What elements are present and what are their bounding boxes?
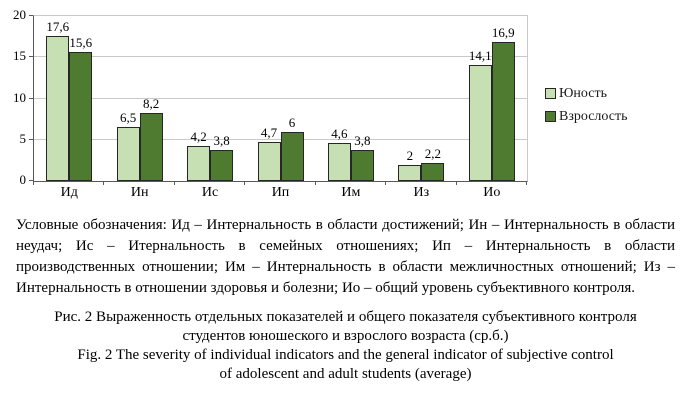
y-axis-tick-label: 15 [13,48,26,64]
bar-youth [398,164,422,181]
caption-line-ru-1: Рис. 2 Выраженность отдельных показателе… [54,309,637,325]
bar-adult [69,52,93,181]
legend-label: Взрослость [559,109,628,124]
chart-legend: Юность Взрослость [545,86,627,124]
x-axis-category-label: Ин [130,185,149,200]
legend-item: Юность [545,86,627,101]
caption-line-ru-2: студентов юношеского и взрослого возраст… [182,328,509,344]
bar-value-label: 17,6 [46,18,70,34]
bar-value-label: 3,8 [354,132,371,148]
x-axis-tick-mark [33,181,34,185]
bar-value-label: 2,2 [424,145,441,161]
bar-chart: 17,6 15,6 Ид 6,5 8,2 Ин 4,2 3,8 Ис 4,7 6 Ип 4,6 3,8 Им… [0,0,691,206]
bar-value-label: 2 [406,147,414,163]
x-axis-tick-mark [526,181,527,185]
legend-swatch [545,111,556,122]
bar-adult [280,131,304,181]
y-axis-tick-label: 20 [13,7,26,22]
bar-value-label: 6 [288,114,296,130]
x-axis-category-label: Им [341,185,361,200]
bar-adult [210,149,234,181]
legend-swatch [545,88,556,99]
x-axis-tick-mark [314,181,316,185]
y-axis-tick-mark [29,97,33,99]
bar-value-label: 8,2 [143,96,160,112]
x-axis-category-label: Ис [201,185,219,200]
bar-youth [468,64,492,181]
bar-youth [46,35,70,181]
bar-youth [116,127,140,181]
caption-line-en-2: of adolescent and adult students (averag… [219,366,472,382]
y-axis-tick-mark [29,15,33,16]
bar-youth [187,146,211,181]
bar-value-label: 4,6 [331,126,348,142]
x-axis-category-label: Ид [60,185,78,200]
caption-line-en-1: Fig. 2 The severity of individual indica… [77,347,614,363]
gridline [34,97,527,99]
bar-adult [350,149,374,181]
x-axis-tick-mark [455,181,457,185]
plot-area: 17,6 15,6 Ид 6,5 8,2 Ин 4,2 3,8 Ис 4,7 6 Ип 4,6 3,8 Им… [33,15,528,200]
legend-notes: Условные обозначения: Ид – Интернальност… [16,217,675,296]
bar-value-label: 16,9 [491,24,515,40]
bar-value-label: 6,5 [120,110,137,126]
y-axis-tick-label: 0 [19,172,27,187]
bar-value-label: 3,8 [213,132,230,148]
x-axis-category-label: Ип [271,185,290,200]
bar-value-label: 4,7 [260,125,278,141]
bar-youth [257,142,281,181]
legend-item: Взрослость [545,109,627,124]
bar-youth [327,143,351,181]
x-axis-tick-mark [244,181,246,185]
bar-value-label: 15,6 [69,35,93,51]
gridline [34,56,527,58]
x-axis-category-label: Ио [483,185,501,200]
legend-label: Юность [559,86,607,101]
bar-adult [139,113,163,181]
bar-adult [421,162,445,181]
x-axis-tick-mark [173,181,175,185]
x-axis-tick-mark [385,181,387,185]
bar-value-label: 14,1 [468,47,492,63]
x-axis-tick-mark [103,181,105,185]
y-axis-tick-mark [29,56,33,58]
y-axis-tick-label: 5 [19,130,27,146]
y-axis-tick-mark [29,180,33,181]
x-axis-category-label: Из [413,185,430,200]
y-axis-tick-label: 10 [13,89,26,105]
y-axis-tick-mark [29,138,33,140]
bar-adult [491,41,515,181]
figure-caption: Рис. 2 Выраженность отдельных показателе… [0,308,691,384]
bar-value-label: 4,2 [190,129,207,145]
